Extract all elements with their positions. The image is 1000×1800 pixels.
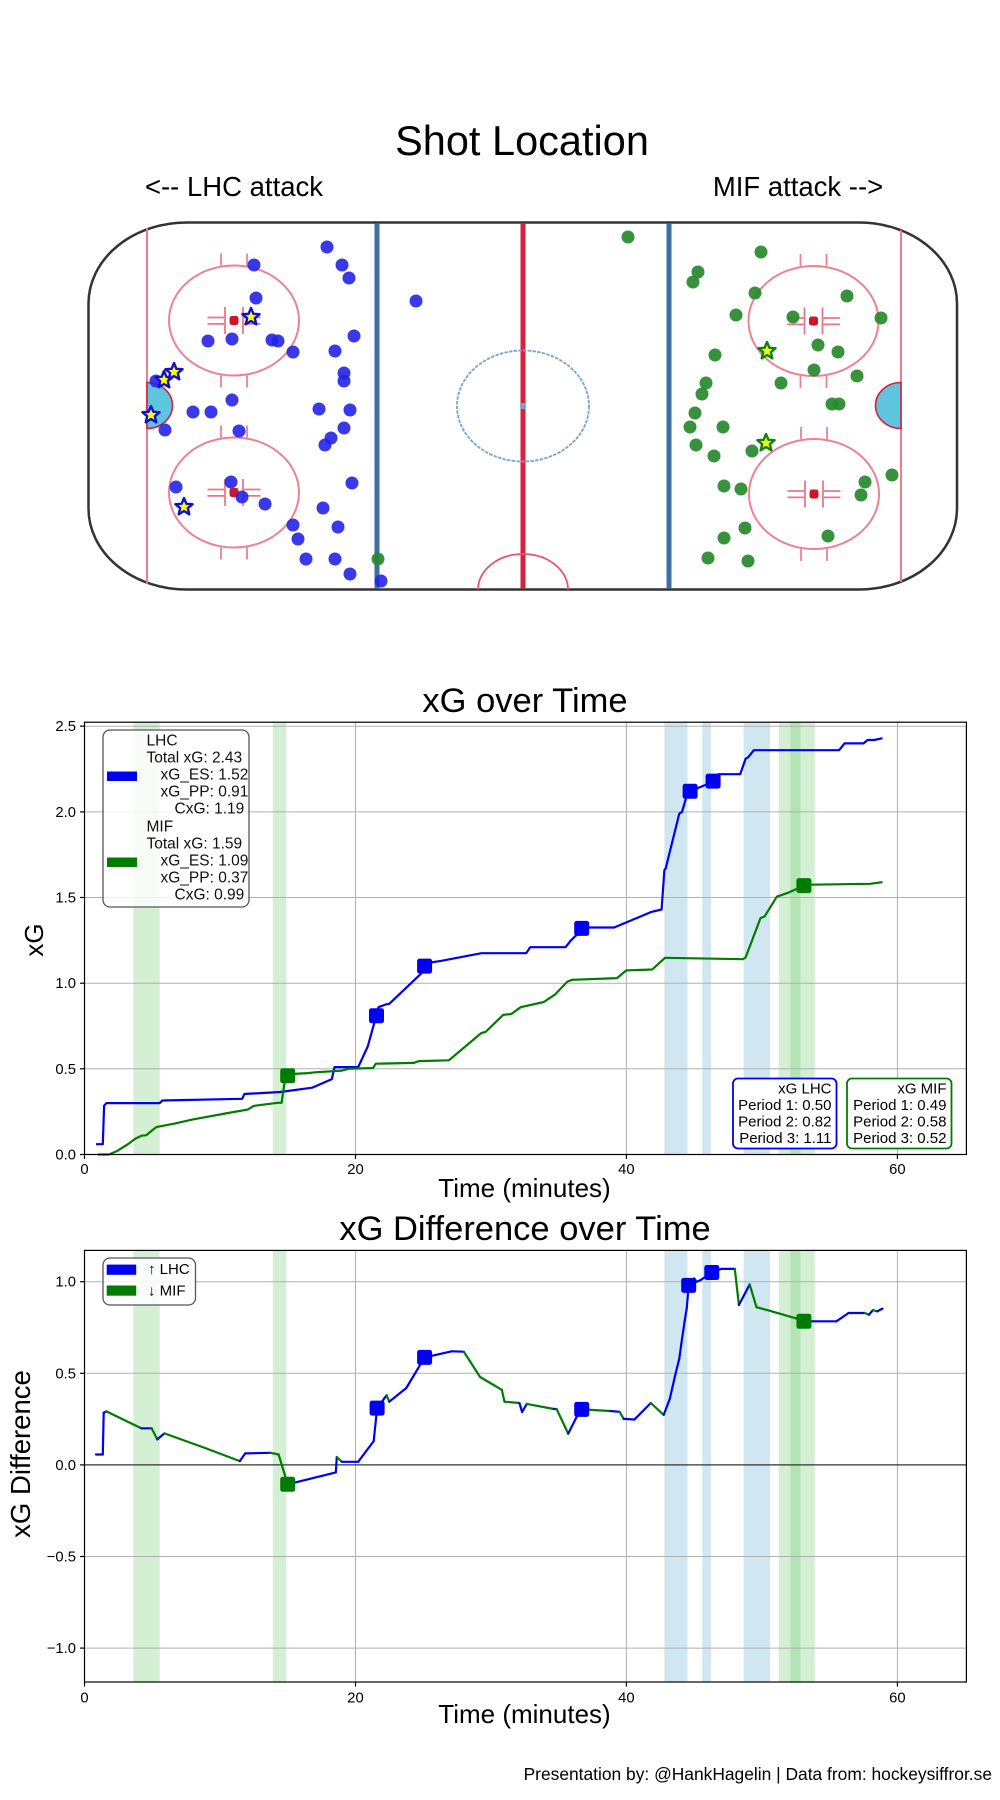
svg-text:xG Difference: xG Difference [5,1370,36,1538]
svg-text:Period 3: 1.11: Period 3: 1.11 [739,1130,831,1147]
svg-text:Shot Location: Shot Location [395,117,649,164]
svg-text:MIF: MIF [147,819,174,836]
svg-text:1.0: 1.0 [55,1275,76,1291]
svg-text:CxG: 0.99: CxG: 0.99 [175,887,245,904]
svg-text:xG over Time: xG over Time [422,682,627,720]
svg-text:2.0: 2.0 [55,805,76,821]
svg-text:MIF attack -->: MIF attack --> [713,171,883,202]
svg-text:↑ LHC: ↑ LHC [148,1261,190,1278]
svg-text:40: 40 [618,1162,634,1178]
svg-text:0.0: 0.0 [55,1458,76,1474]
svg-text:xG: xG [19,923,49,956]
svg-text:xG LHC: xG LHC [778,1081,832,1098]
svg-text:Presentation by: @HankHagelin: Presentation by: @HankHagelin | Data fro… [524,1764,992,1784]
svg-text:1.0: 1.0 [55,976,76,992]
svg-text:0.0: 0.0 [55,1148,76,1164]
svg-text:xG_PP: 0.91: xG_PP: 0.91 [161,784,249,801]
svg-text:0.5: 0.5 [55,1366,76,1382]
svg-text:40: 40 [618,1690,634,1706]
svg-text:LHC: LHC [147,733,178,750]
svg-text:−1.0: −1.0 [47,1641,76,1657]
svg-text:1.5: 1.5 [55,891,76,907]
svg-text:Period 1: 0.49: Period 1: 0.49 [853,1097,946,1114]
svg-text:20: 20 [347,1690,363,1706]
svg-text:xG_PP: 0.37: xG_PP: 0.37 [161,870,249,887]
svg-text:20: 20 [347,1162,363,1178]
svg-text:Total xG: 1.59: Total xG: 1.59 [147,836,243,853]
svg-text:xG_ES: 1.52: xG_ES: 1.52 [161,767,249,784]
svg-text:0.5: 0.5 [55,1062,76,1078]
svg-text:Total xG: 2.43: Total xG: 2.43 [147,750,243,767]
svg-text:<-- LHC attack: <-- LHC attack [145,171,323,202]
svg-text:0: 0 [80,1162,88,1178]
svg-text:xG_ES: 1.09: xG_ES: 1.09 [161,853,249,870]
svg-text:Period 2: 0.58: Period 2: 0.58 [853,1114,946,1131]
svg-text:Period 3: 0.52: Period 3: 0.52 [853,1130,946,1147]
svg-text:CxG: 1.19: CxG: 1.19 [175,801,245,818]
svg-text:↓ MIF: ↓ MIF [148,1282,186,1299]
svg-text:Time (minutes): Time (minutes) [438,1699,610,1729]
svg-text:60: 60 [889,1690,905,1706]
svg-text:Time (minutes): Time (minutes) [438,1173,610,1203]
svg-text:2.5: 2.5 [55,719,76,735]
svg-text:xG Difference over Time: xG Difference over Time [339,1210,710,1248]
svg-text:0: 0 [80,1690,88,1706]
svg-text:xG MIF: xG MIF [897,1081,946,1098]
svg-text:60: 60 [889,1162,905,1178]
svg-text:Period 2: 0.82: Period 2: 0.82 [738,1114,831,1131]
svg-text:Period 1: 0.50: Period 1: 0.50 [738,1097,831,1114]
svg-text:−0.5: −0.5 [47,1550,76,1566]
